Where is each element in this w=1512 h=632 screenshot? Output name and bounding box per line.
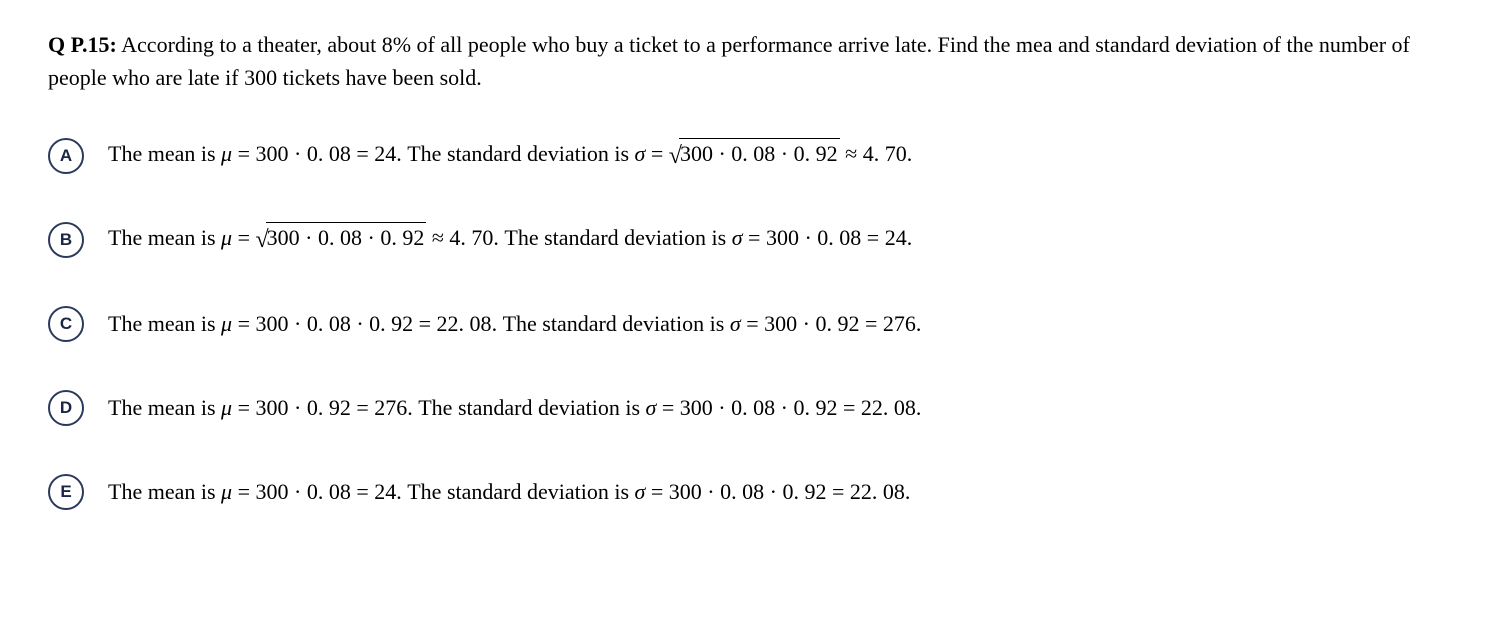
mu-symbol: μ (221, 479, 232, 504)
option-text-e: The mean is μ = 300 · 0. 08 = 24. The st… (108, 477, 910, 508)
equals: = (232, 395, 255, 420)
sd-prefix: . The standard deviation is (396, 479, 634, 504)
mean-expr: 300 · 0. 08 · 0. 92 = 22. 08 (256, 311, 492, 336)
sd-prefix: . The standard deviation is (492, 311, 730, 336)
equals: = (232, 479, 255, 504)
sqrt-content: 300 · 0. 08 · 0. 92 (266, 222, 427, 254)
option-text-a: The mean is μ = 300 · 0. 08 = 24. The st… (108, 138, 912, 174)
mean-expr: 300 · 0. 08 = 24 (256, 141, 397, 166)
mean-expr: 300 · 0. 08 = 24 (256, 479, 397, 504)
sqrt-content: 300 · 0. 08 · 0. 92 (679, 138, 840, 170)
sd-prefix: . The standard deviation is (407, 395, 645, 420)
option-text-d: The mean is μ = 300 · 0. 92 = 276. The s… (108, 393, 921, 424)
mean-expr: 300 · 0. 92 = 276 (256, 395, 408, 420)
mean-prefix: The mean is (108, 479, 221, 504)
option-a[interactable]: A The mean is μ = 300 · 0. 08 = 24. The … (48, 138, 1464, 174)
equals: = (743, 225, 766, 250)
question-text: According to a theater, about 8% of all … (48, 32, 1410, 90)
mean-prefix: The mean is (108, 225, 221, 250)
sd-expr: 300 · 0. 08 = 24. (766, 225, 912, 250)
sd-prefix: . The standard deviation is (493, 225, 731, 250)
equals: = (645, 141, 668, 166)
mu-symbol: μ (221, 225, 232, 250)
sigma-symbol: σ (730, 311, 741, 336)
equals: = (232, 225, 255, 250)
equals: = (656, 395, 679, 420)
equals: = (232, 311, 255, 336)
sd-expr: 300 · 0. 08 · 0. 92 = 22. 08. (680, 395, 922, 420)
sd-expr: 300 · 0. 92 = 276. (764, 311, 921, 336)
option-badge-a: A (48, 138, 84, 174)
sqrt: √300 · 0. 08 · 0. 92 (669, 138, 840, 174)
equals: = (645, 479, 668, 504)
mean-prefix: The mean is (108, 311, 221, 336)
option-d[interactable]: D The mean is μ = 300 · 0. 92 = 276. The… (48, 390, 1464, 426)
option-badge-e: E (48, 474, 84, 510)
equals: = (232, 141, 255, 166)
option-text-c: The mean is μ = 300 · 0. 08 · 0. 92 = 22… (108, 309, 921, 340)
option-badge-b: B (48, 222, 84, 258)
option-badge-d: D (48, 390, 84, 426)
mean-result: ≈ 4. 70 (426, 225, 493, 250)
mean-prefix: The mean is (108, 141, 221, 166)
option-c[interactable]: C The mean is μ = 300 · 0. 08 · 0. 92 = … (48, 306, 1464, 342)
sd-expr: 300 · 0. 08 · 0. 92 = 22. 08. (669, 479, 911, 504)
mu-symbol: μ (221, 311, 232, 336)
mean-prefix: The mean is (108, 395, 221, 420)
option-text-b: The mean is μ = √300 · 0. 08 · 0. 92 ≈ 4… (108, 222, 912, 258)
options-list: A The mean is μ = 300 · 0. 08 = 24. The … (48, 138, 1464, 510)
sigma-symbol: σ (635, 141, 646, 166)
question-header: Q P.15: According to a theater, about 8%… (48, 28, 1464, 94)
sqrt: √300 · 0. 08 · 0. 92 (256, 222, 427, 258)
option-b[interactable]: B The mean is μ = √300 · 0. 08 · 0. 92 ≈… (48, 222, 1464, 258)
option-e[interactable]: E The mean is μ = 300 · 0. 08 = 24. The … (48, 474, 1464, 510)
mu-symbol: μ (221, 141, 232, 166)
sigma-symbol: σ (635, 479, 646, 504)
sd-result: ≈ 4. 70. (840, 141, 913, 166)
question-label: Q P.15: (48, 32, 117, 57)
option-badge-c: C (48, 306, 84, 342)
sigma-symbol: σ (646, 395, 657, 420)
sd-prefix: . The standard deviation is (396, 141, 634, 166)
equals: = (741, 311, 764, 336)
mu-symbol: μ (221, 395, 232, 420)
sigma-symbol: σ (732, 225, 743, 250)
